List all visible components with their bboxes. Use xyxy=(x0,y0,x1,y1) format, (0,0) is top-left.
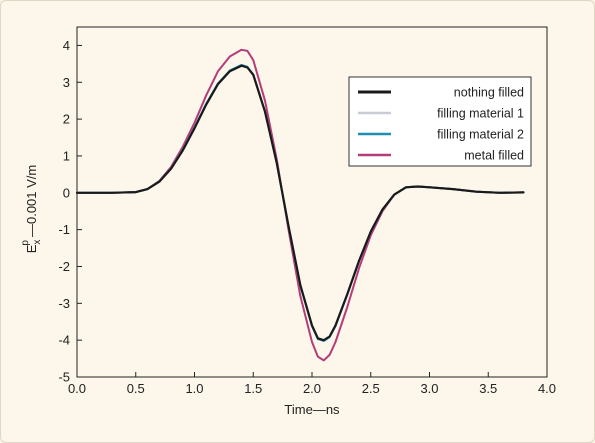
x-tick-label: 0.0 xyxy=(68,381,86,396)
y-tick-label: 1 xyxy=(63,148,70,163)
y-tick-label: 2 xyxy=(63,112,70,127)
y-tick-label: 3 xyxy=(63,75,70,90)
series-line-nothing-filled xyxy=(75,64,525,342)
y-tick-label: 4 xyxy=(63,38,70,53)
axis-ticks: 0.0 0.5 1.0 1.5 2.0 2.5 3.0 3.5 4.0 4 3 2 1 0 -1 -2 -3 -4… xyxy=(58,38,556,396)
legend-label: filling material 1 xyxy=(437,107,524,121)
legend-label: metal filled xyxy=(464,149,524,163)
x-tick-label: 3.5 xyxy=(479,381,497,396)
legend: nothing filled filling material 1 filling … xyxy=(348,76,532,167)
y-tick-label: -5 xyxy=(58,370,70,385)
series-lines xyxy=(75,48,525,362)
x-tick-label: 3.0 xyxy=(420,381,438,396)
plot-area-border xyxy=(76,26,548,378)
y-axis-title: Exp—0.001 V/m xyxy=(20,165,43,254)
legend-label: filling material 2 xyxy=(437,128,524,142)
y-tick-label: -1 xyxy=(58,222,70,237)
x-tick-label: 0.5 xyxy=(127,381,145,396)
y-tick-label: -3 xyxy=(58,296,70,311)
x-tick-label: 1.5 xyxy=(244,381,262,396)
y-tick-label: -2 xyxy=(58,259,70,274)
x-tick-label: 1.0 xyxy=(185,381,203,396)
legend-label: nothing filled xyxy=(454,86,524,100)
x-tick-label: 4.0 xyxy=(538,381,556,396)
x-tick-label: 2.0 xyxy=(303,381,321,396)
x-tick-label: 2.5 xyxy=(362,381,380,396)
y-tick-label: -4 xyxy=(58,333,70,348)
x-axis-title: Time—ns xyxy=(284,402,340,417)
y-tick-label: 0 xyxy=(63,185,70,200)
